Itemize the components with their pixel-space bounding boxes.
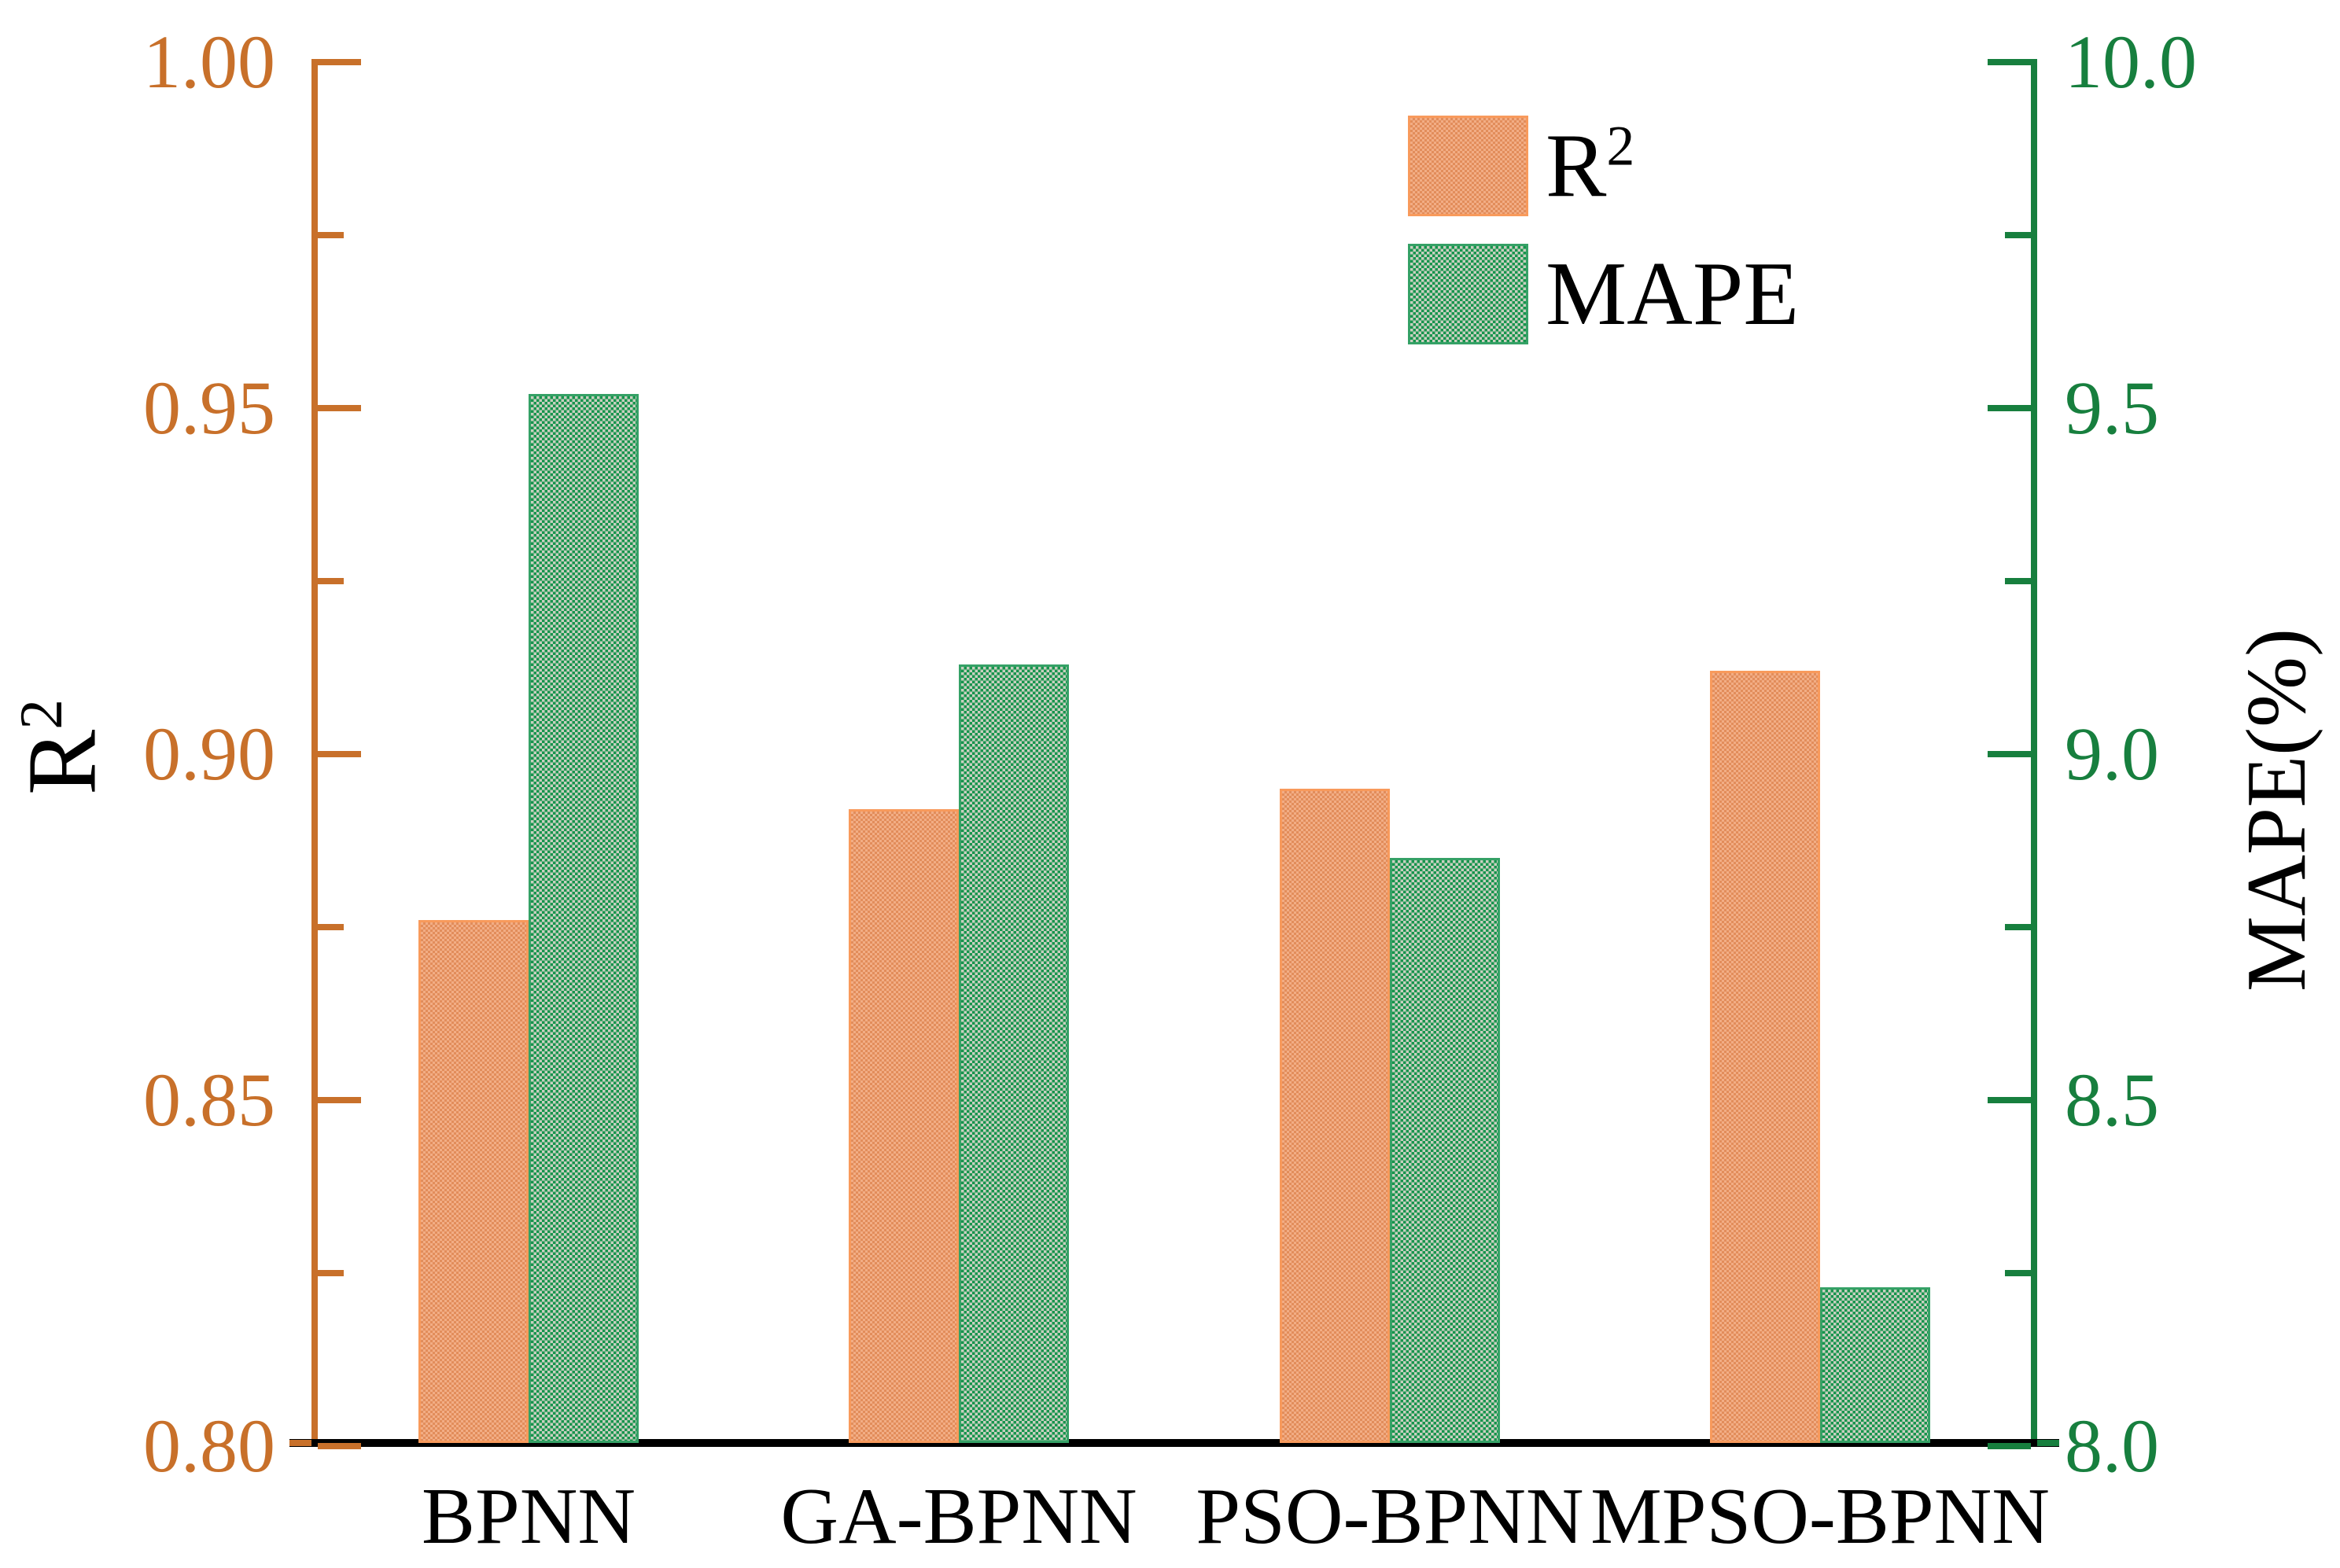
legend-label-r2: R2 [1546, 117, 1634, 212]
right-axis-minor-tick [2005, 1270, 2031, 1276]
left-axis-minor-tick [318, 232, 344, 238]
right-axis-major-tick [1988, 405, 2031, 411]
right-y-axis-line [2031, 59, 2037, 1446]
right-axis-minor-tick [2005, 924, 2031, 930]
left-y-axis-line [311, 59, 318, 1446]
left-axis-bottom-tick [289, 1440, 311, 1446]
x-axis-category-label: GA-BPNN [780, 1472, 1137, 1561]
right-axis-minor-tick [2005, 578, 2031, 584]
bar-mape-ga-bpnn [959, 664, 1069, 1443]
legend-label-r2-base: R [1546, 116, 1607, 216]
bar-r2-pso-bpnn [1280, 789, 1390, 1443]
x-axis-category-label: PSO-BPNN [1196, 1472, 1584, 1561]
legend-swatch-mape [1408, 244, 1528, 344]
left-axis-tick-label: 0.90 [143, 712, 275, 796]
x-axis-category-label: BPNN [421, 1472, 636, 1561]
right-axis-title: MAPE(%) [2230, 628, 2323, 992]
right-axis-tick-label: 9.5 [2065, 366, 2159, 450]
legend-label-r2-sup: 2 [1606, 114, 1635, 178]
bar-mape-bpnn [529, 394, 639, 1443]
legend-item-mape: MAPE [1408, 244, 1799, 344]
legend-swatch-r2 [1408, 116, 1528, 216]
left-axis-title-base: R [8, 729, 117, 796]
left-axis-minor-tick [318, 578, 344, 584]
right-axis-major-tick [1988, 1097, 2031, 1103]
left-axis-tick-label: 0.85 [143, 1058, 275, 1142]
left-axis-major-tick [318, 405, 361, 411]
right-axis-bottom-tick [2037, 1440, 2059, 1446]
left-axis-minor-tick [318, 1270, 344, 1276]
right-axis-minor-tick [2005, 232, 2031, 238]
left-axis-title: R2 [7, 699, 117, 795]
left-axis-title-sup: 2 [6, 698, 75, 730]
left-axis-major-tick [318, 1097, 361, 1103]
left-axis-minor-tick [318, 924, 344, 930]
legend-label-mape: MAPE [1546, 248, 1799, 340]
legend-item-r2: R2 [1408, 116, 1634, 216]
right-axis-tick-label: 8.5 [2065, 1058, 2159, 1142]
right-axis-tick-label: 8.0 [2065, 1404, 2159, 1488]
left-axis-major-tick [318, 751, 361, 757]
bar-mape-mpso-bpnn [1820, 1286, 1930, 1443]
left-axis-tick-label: 0.95 [143, 366, 275, 450]
left-axis-tick-label: 0.80 [143, 1404, 275, 1488]
bar-r2-bpnn [418, 920, 529, 1443]
right-axis-tick-label: 9.0 [2065, 712, 2159, 796]
right-axis-major-tick [1988, 1443, 2031, 1449]
legend-label-mape-base: MAPE [1546, 244, 1800, 344]
x-axis-line [289, 1439, 2059, 1447]
left-axis-tick-label: 1.00 [143, 20, 275, 104]
left-axis-major-tick [318, 59, 361, 65]
right-axis-tick-label: 10.0 [2065, 20, 2197, 104]
bar-r2-ga-bpnn [849, 809, 959, 1443]
bar-r2-mpso-bpnn [1710, 671, 1820, 1443]
right-axis-major-tick [1988, 59, 2031, 65]
x-axis-category-label: MPSO-BPNN [1590, 1472, 2050, 1561]
right-axis-major-tick [1988, 751, 2031, 757]
left-axis-major-tick [318, 1443, 361, 1449]
right-axis-title-text: MAPE(%) [2230, 628, 2323, 992]
bar-mape-pso-bpnn [1390, 858, 1500, 1443]
